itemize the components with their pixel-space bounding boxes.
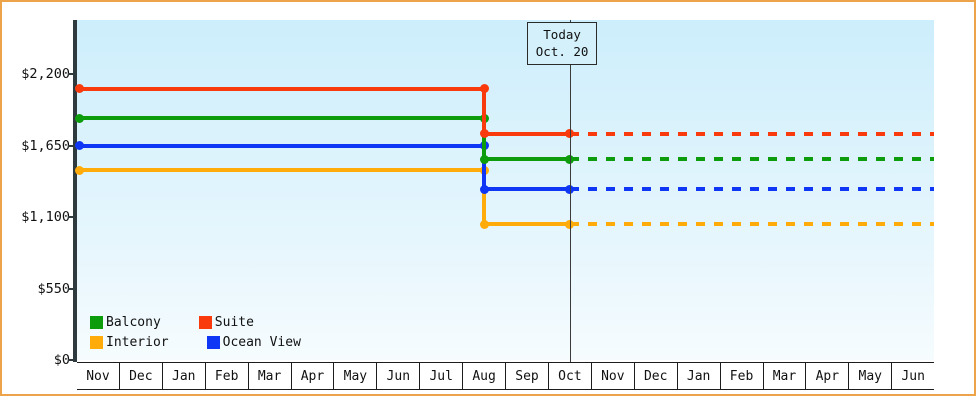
x-axis-month-cell[interactable]: May	[334, 363, 378, 389]
x-axis-month-cell[interactable]: Apr	[806, 363, 850, 389]
today-callout: Today Oct. 20	[526, 22, 598, 65]
y-tick-mark-2	[68, 216, 74, 218]
line-suite-drop	[482, 88, 487, 134]
x-axis-month-label: Apr	[815, 368, 840, 384]
x-axis-month-label: Jan	[686, 368, 711, 384]
x-axis-month-label: Dec	[129, 368, 153, 384]
x-axis-month-label: May	[343, 368, 368, 384]
x-axis-month-cell[interactable]: Nov	[77, 363, 120, 389]
legend-label-ocean-view: Ocean View	[222, 334, 301, 350]
today-line	[569, 20, 571, 362]
y-tick-label-2: $1,100	[21, 209, 70, 225]
legend-label-balcony: Balcony	[106, 314, 161, 330]
legend-item-suite[interactable]: Suite	[198, 314, 254, 330]
line-balcony-drop	[482, 118, 487, 160]
point-balcony-step-low[interactable]	[479, 154, 489, 164]
point-ocean-view-start[interactable]	[74, 141, 84, 150]
x-axis-month-cell[interactable]: Nov	[592, 363, 635, 389]
legend-item-interior[interactable]: Interior	[90, 335, 169, 350]
x-axis-month-cell[interactable]: Jun	[892, 363, 934, 389]
x-axis-month-cell[interactable]: Feb	[206, 363, 249, 389]
legend: Balcony Suite Interior Ocean View	[90, 312, 315, 352]
line-suite-after	[484, 131, 570, 136]
x-axis-month-label: Apr	[300, 368, 325, 384]
point-interior-start[interactable]	[74, 165, 84, 175]
x-axis-months: Nov Dec Jan Feb Mar Apr May Jun Jul Aug Sep Oct Nov D…	[77, 362, 934, 390]
x-axis-month-cell[interactable]: Jun	[377, 363, 421, 389]
point-suite-start[interactable]	[74, 84, 84, 94]
forecast-interior	[569, 222, 934, 227]
x-axis-month-cell[interactable]: Feb	[721, 363, 764, 389]
x-axis-month-label: Jan	[172, 368, 196, 384]
legend-item-balcony[interactable]: Balcony	[90, 315, 161, 330]
forecast-suite	[569, 131, 934, 136]
line-balcony-before	[77, 116, 485, 121]
y-tick-label-0: $2,200	[21, 66, 70, 82]
x-axis-month-label: Feb	[729, 368, 754, 384]
x-axis-month-cell[interactable]: Aug	[463, 363, 507, 389]
x-axis-month-label: Oct	[558, 368, 582, 384]
x-axis-month-cell[interactable]: Dec	[120, 363, 163, 389]
x-axis-month-cell[interactable]: Sep	[506, 363, 549, 389]
y-tick-mark-0	[68, 73, 74, 75]
y-axis-line	[73, 20, 77, 362]
line-interior-drop	[482, 170, 487, 225]
x-axis-month-cell[interactable]: Mar	[249, 363, 292, 389]
x-axis-month-cell[interactable]: Dec	[635, 363, 678, 389]
point-suite-step-low[interactable]	[479, 129, 489, 139]
today-label-line1: Today	[543, 27, 581, 42]
x-axis-month-cell[interactable]: Mar	[764, 363, 807, 389]
point-interior-step-low[interactable]	[479, 219, 489, 229]
y-tick-label-3: $550	[37, 280, 70, 297]
x-axis-month-cell[interactable]: Apr	[292, 363, 335, 389]
line-interior-before	[77, 168, 485, 173]
x-axis-month-label: Mar	[772, 368, 797, 384]
point-balcony-start[interactable]	[74, 113, 84, 123]
line-ocean-view-drop	[482, 145, 487, 190]
y-tick-label-1: $1,650	[21, 137, 70, 154]
line-suite-before	[77, 86, 485, 91]
line-ocean-view-before	[77, 143, 485, 148]
today-label-line2: Oct. 20	[535, 44, 589, 59]
x-axis-month-cell[interactable]: Jan	[678, 363, 721, 389]
x-axis-month-cell[interactable]: May	[849, 363, 893, 389]
x-axis-month-label: Aug	[472, 368, 496, 384]
legend-swatch-suite	[198, 315, 212, 329]
line-interior-after	[484, 222, 570, 227]
x-axis-month-label: Mar	[257, 368, 282, 384]
x-axis-month-cell[interactable]: Oct	[549, 363, 592, 389]
legend-swatch-interior	[90, 335, 103, 349]
x-axis-month-label: Sep	[515, 368, 539, 384]
x-axis-month-label: Jun	[386, 368, 411, 384]
point-suite-step-high[interactable]	[479, 84, 489, 94]
y-tick-label-4: $0	[53, 352, 70, 368]
legend-label-suite: Suite	[214, 314, 254, 330]
x-axis-month-label: Nov	[86, 368, 110, 384]
legend-item-ocean-view[interactable]: Ocean View	[206, 334, 301, 350]
x-axis-month-cell[interactable]: Jul	[420, 363, 464, 389]
line-balcony-after	[484, 157, 570, 162]
point-ocean-view-step-low[interactable]	[479, 184, 489, 194]
legend-swatch-balcony	[90, 315, 103, 329]
y-tick-mark-1	[68, 144, 74, 147]
legend-label-interior: Interior	[106, 334, 169, 350]
x-axis-month-label: Jun	[901, 368, 925, 384]
legend-row-1: Balcony Suite	[90, 312, 315, 332]
x-axis-month-label: Feb	[214, 368, 239, 384]
y-tick-mark-4	[68, 359, 74, 361]
x-axis-month-label: Jul	[429, 368, 453, 384]
y-tick-mark-3	[68, 287, 74, 290]
x-axis-month-cell[interactable]: Jan	[163, 363, 206, 389]
x-axis-month-label: Dec	[643, 368, 668, 384]
x-axis-month-label: Nov	[601, 368, 625, 384]
forecast-balcony	[569, 157, 934, 162]
legend-swatch-ocean-view	[206, 335, 220, 349]
line-ocean-view-after	[484, 187, 570, 192]
legend-row-2: Interior Ocean View	[90, 332, 315, 352]
forecast-ocean-view	[569, 187, 934, 192]
x-axis-month-label: May	[858, 368, 882, 384]
